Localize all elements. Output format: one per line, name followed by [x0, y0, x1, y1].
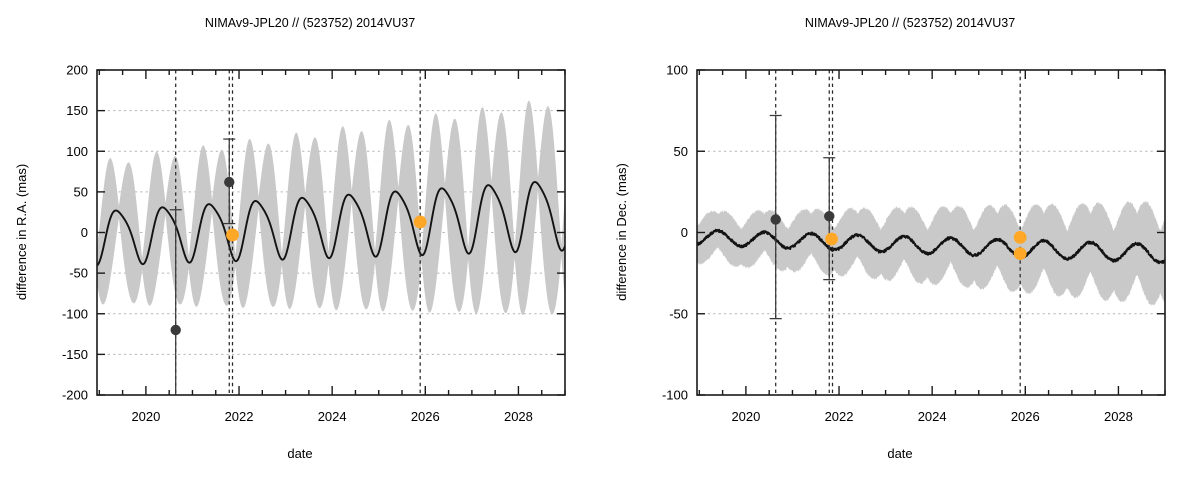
xtick-label-2028: 2028: [504, 409, 533, 424]
dec-yaxis-label: difference in Dec. (mas): [614, 163, 629, 301]
xtick-label-2024: 2024: [318, 409, 347, 424]
plot-area: [697, 70, 1165, 395]
xtick-label-2020: 2020: [731, 409, 760, 424]
ytick-label--50: -50: [69, 266, 88, 281]
dec-panel-title: NIMAv9-JPL20 // (523752) 2014VU37: [805, 16, 1015, 30]
xtick-label-2028: 2028: [1104, 409, 1133, 424]
observed-point-0[interactable]: [770, 214, 781, 225]
ytick-label--150: -150: [62, 347, 88, 362]
chart-panel-dec: -100 -50 0 50 100 2020 2022 2024 2026 2028 NIMAv9…: [600, 0, 1200, 480]
dec-difference-plot: -100 -50 0 50 100 2020 2022 2024 2026 2028 NIMAv9…: [614, 16, 1166, 461]
predicted-point-0[interactable]: [226, 228, 239, 242]
uncertainty-band: [97, 100, 565, 316]
ytick-label-200: 200: [66, 63, 88, 78]
xtick-label-2026: 2026: [411, 409, 440, 424]
dec-xaxis-label: date: [887, 446, 912, 461]
mean-difference-curve: [697, 228, 1165, 265]
chart-panel-ra: -200 -150 -100 -50 0 50 100 150 200 2020 2022 2024 2…: [14, 16, 566, 461]
ytick-label-50: 50: [74, 184, 88, 199]
mean-difference-curve: [97, 181, 565, 267]
predicted-point-1[interactable]: [413, 215, 427, 229]
ytick-label-100: 100: [66, 144, 88, 159]
ytick-label-150: 150: [66, 103, 88, 118]
y-axis: -100 -50 0 50 100: [662, 63, 1165, 403]
observed-point-1[interactable]: [824, 211, 835, 222]
ytick-label-100: 100: [666, 63, 688, 78]
ytick-label-0: 0: [681, 225, 688, 240]
x-axis: 2020 2022 2024 2026 2028: [698, 70, 1166, 424]
ra-xaxis-label: date: [287, 446, 312, 461]
x-axis: 2020 2022 2024 2026 2028: [98, 70, 566, 424]
predicted-point-2[interactable]: [1013, 247, 1027, 261]
ytick-label-50: 50: [674, 144, 688, 159]
plot-area: [97, 70, 565, 395]
xtick-label-2022: 2022: [225, 409, 254, 424]
observed-point-1[interactable]: [224, 176, 235, 188]
observed-point-0[interactable]: [170, 324, 181, 336]
xtick-label-2022: 2022: [825, 409, 854, 424]
y-axis: -200 -150 -100 -50 0 50 100 150 200: [62, 63, 565, 403]
ytick-label--100: -100: [662, 388, 688, 403]
ytick-label--100: -100: [62, 306, 88, 321]
ra-panel-title: NIMAv9-JPL20 // (523752) 2014VU37: [205, 16, 415, 30]
predicted-point-0[interactable]: [825, 232, 838, 246]
ytick-label-0: 0: [81, 225, 88, 240]
xtick-label-2024: 2024: [918, 409, 947, 424]
predicted-point-1[interactable]: [1013, 230, 1027, 244]
xtick-label-2026: 2026: [1011, 409, 1040, 424]
ytick-label--50: -50: [669, 306, 688, 321]
ytick-label--200: -200: [62, 388, 88, 403]
ra-yaxis-label: difference in R.A. (mas): [14, 164, 29, 300]
dec-plot-content: -100 -50 0 50 100 2020 2022 2024 2026 2028: [662, 63, 1166, 424]
xtick-label-2020: 2020: [131, 409, 160, 424]
